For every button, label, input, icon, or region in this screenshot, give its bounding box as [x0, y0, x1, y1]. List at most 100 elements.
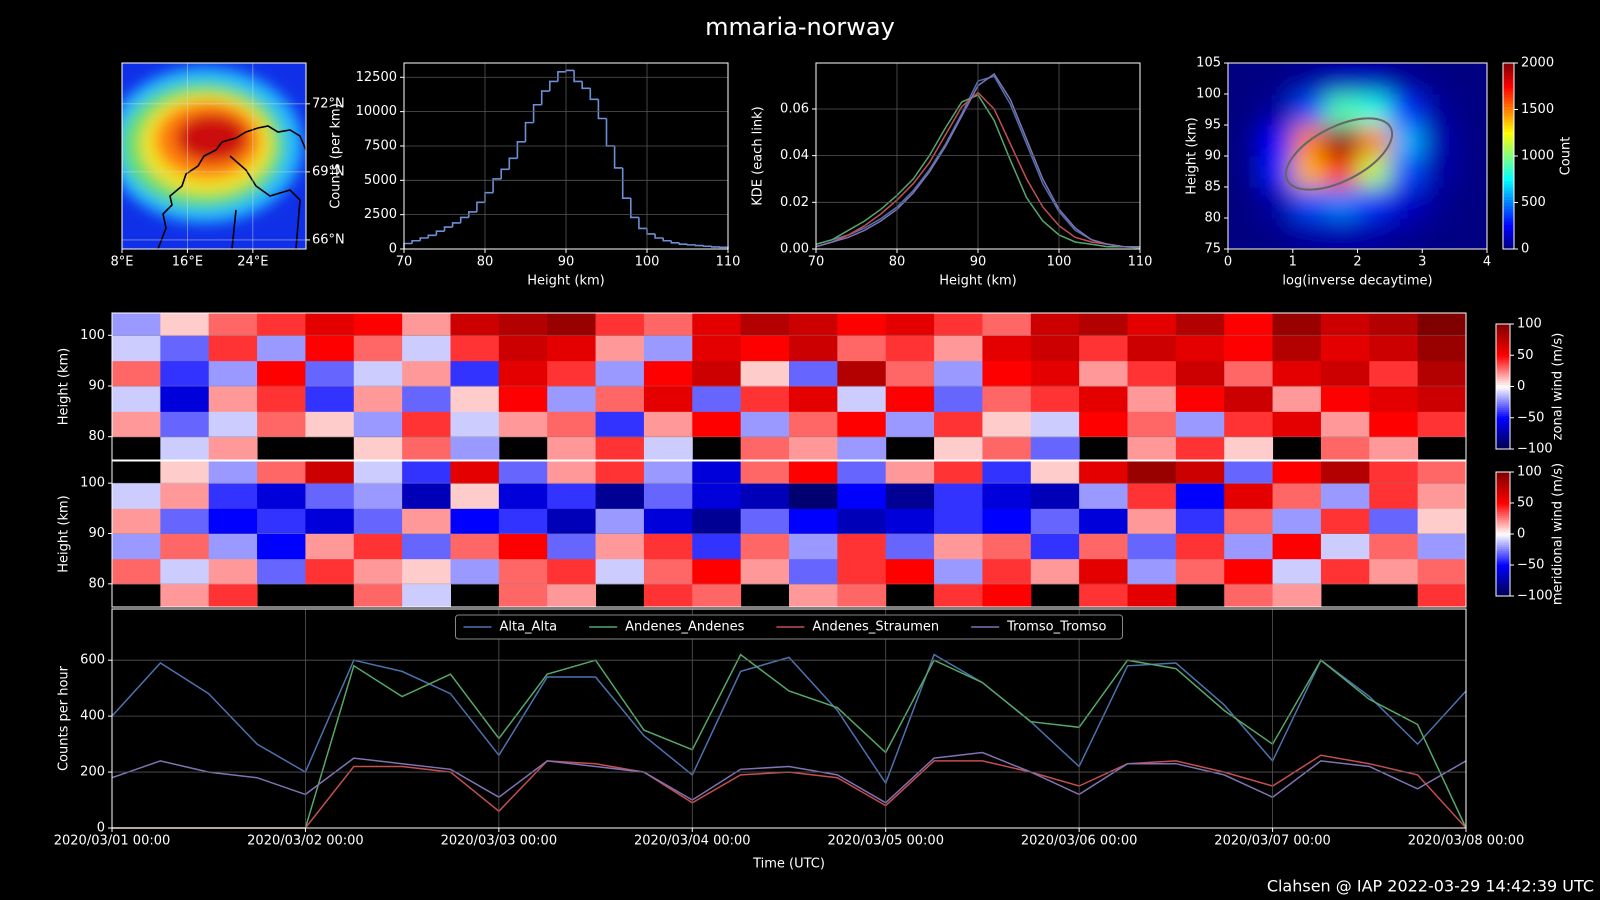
heat-cell — [1127, 436, 1177, 460]
colorbar-slice — [1496, 388, 1510, 392]
heat-cell — [692, 335, 742, 362]
heat-cell — [1369, 335, 1419, 362]
y-tick-label: 69°N — [312, 164, 345, 179]
heat-cell — [547, 411, 597, 438]
colorbar-slice — [1496, 405, 1510, 408]
heat-cell — [643, 411, 693, 438]
heat-cell — [353, 558, 403, 585]
heat-cell — [692, 360, 742, 387]
colorbar-slice — [1496, 476, 1510, 479]
x-tick-label: 100 — [1047, 255, 1072, 270]
heat-cell — [208, 558, 258, 585]
colorbar-slice — [1496, 500, 1510, 504]
colorbar-slice — [1496, 496, 1510, 500]
colorbar-slice — [1496, 349, 1510, 352]
heat-cell — [1228, 125, 1261, 157]
heat-cell — [837, 508, 887, 534]
hist-step — [459, 216, 469, 223]
x-axis-label: Time (UTC) — [752, 857, 825, 872]
plot-layer — [112, 461, 1466, 607]
plot-layer: 80 90 100 Height (km) — [57, 460, 1467, 608]
heat-cell — [837, 436, 887, 460]
heat-cell — [1369, 313, 1419, 336]
map-blob — [176, 114, 248, 162]
heat-cell — [353, 385, 403, 412]
hist-step — [500, 168, 510, 179]
heat-cell — [1127, 360, 1177, 387]
colorbar-tick-label: 100 — [1517, 465, 1542, 480]
heat-cell — [1357, 218, 1391, 249]
legend-label: Alta_Alta — [499, 620, 557, 635]
heat-cell — [837, 483, 887, 509]
heat-cell — [208, 533, 258, 560]
heat-cell — [1079, 483, 1128, 509]
colorbar-slice — [1496, 472, 1510, 475]
x-tick-label: 2020/03/06 00:00 — [1021, 834, 1138, 849]
x-tick-label: 80 — [889, 255, 906, 270]
colorbar-slice — [1503, 63, 1514, 67]
hist-step — [427, 234, 437, 239]
x-tick-label: 1 — [1289, 255, 1297, 270]
colorbar-slice — [1496, 492, 1510, 496]
colorbar-slice — [1496, 548, 1510, 552]
colorbar-slice — [1496, 330, 1510, 333]
heat-cell — [402, 436, 451, 460]
colorbar-slice — [1496, 384, 1510, 388]
heat-cell — [789, 558, 838, 585]
heat-cell — [1417, 313, 1466, 336]
heat-cell — [643, 335, 693, 362]
y-tick-label: 72°N — [312, 96, 345, 111]
heat-cell — [208, 335, 258, 362]
heat-cell — [1422, 218, 1456, 249]
heat-cell — [1320, 385, 1370, 412]
heat-cell — [1389, 125, 1423, 157]
colorbar-slice — [1496, 369, 1510, 373]
colorbar-slice — [1496, 494, 1510, 498]
legend-label: Andenes_Andenes — [625, 620, 745, 635]
colorbar-slice — [1503, 109, 1514, 114]
x-tick-label: 2020/03/04 00:00 — [634, 834, 751, 849]
heat-cell — [789, 533, 838, 560]
plot-layer: 70 80 90 100 110 0 2500 5000 7500 10000 12500 Heigh… — [329, 62, 740, 289]
heat-cell — [1224, 583, 1274, 607]
heat-cell — [1454, 156, 1487, 188]
colorbar-slice — [1496, 556, 1510, 560]
heat-cell — [982, 360, 1032, 387]
heat-cell — [982, 483, 1032, 509]
heat-cell — [1030, 558, 1080, 585]
colorbar-slice — [1496, 515, 1510, 519]
y-tick-label: 0.04 — [780, 148, 809, 163]
series-line — [111, 751, 1467, 804]
x-tick-label: 2 — [1353, 255, 1361, 270]
heat-cell — [740, 508, 790, 534]
colorbar-slice — [1496, 546, 1510, 550]
colorbar-slice — [1503, 199, 1514, 204]
heat-cell — [160, 335, 210, 362]
heat-cell — [1325, 63, 1358, 95]
heat-cell — [547, 461, 597, 484]
heat-cell — [1369, 558, 1419, 585]
heat-cell — [1292, 156, 1326, 188]
heat-cell — [837, 533, 887, 560]
heat-cell — [402, 461, 451, 484]
heat-cell — [1127, 583, 1177, 607]
colorbar-slice — [1496, 509, 1510, 512]
colorbar-slice — [1496, 421, 1510, 425]
heat-cell — [305, 411, 355, 438]
colorbar-slice — [1503, 177, 1514, 182]
heat-cell — [692, 385, 742, 412]
colorbar-slice — [1496, 567, 1510, 570]
colorbar-slice — [1503, 84, 1514, 89]
colorbar-slice — [1496, 513, 1510, 516]
heat-cell — [547, 385, 597, 412]
plot-frame — [111, 460, 1467, 608]
heat-cell — [353, 583, 403, 607]
colorbar-tick-label: −100 — [1517, 442, 1553, 457]
colorbar-tick-label: 2000 — [1521, 56, 1554, 71]
heat-cell — [1272, 313, 1322, 336]
heat-cell — [547, 558, 597, 585]
colorbar-slice — [1496, 392, 1510, 396]
colorbar-slice — [1503, 174, 1514, 179]
colorbar-slice — [1496, 380, 1510, 383]
heat-cell — [789, 483, 838, 509]
